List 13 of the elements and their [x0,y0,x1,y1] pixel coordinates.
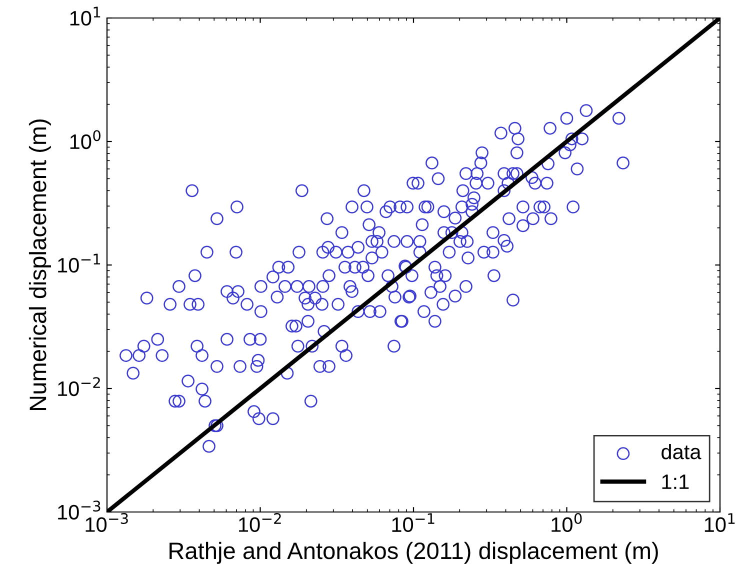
x-tick-label: 10$^{−3}$ [86,513,128,532]
y-axis-title: Numerical displacement (m) [28,120,51,410]
y-tick-label: 10$^{1}$ [70,6,100,26]
y-tick-label: 10$^{−1}$ [58,254,100,273]
legend-label: 1:1 [662,474,689,489]
x-tick-label: 10$^{1}$ [704,513,735,532]
x-tick-label: 10$^{0}$ [552,513,582,532]
y-tick-label: 10$^{−2}$ [58,377,100,396]
legend-label: data [662,444,702,460]
x-axis-title: Rathje and Antonakos (2011) displacement (m) [170,542,658,564]
y-tick-label: 10$^{0}$ [70,130,100,150]
x-tick-label: 10$^{−2}$ [239,513,281,532]
x-tick-label: 10$^{−1}$ [392,513,434,532]
